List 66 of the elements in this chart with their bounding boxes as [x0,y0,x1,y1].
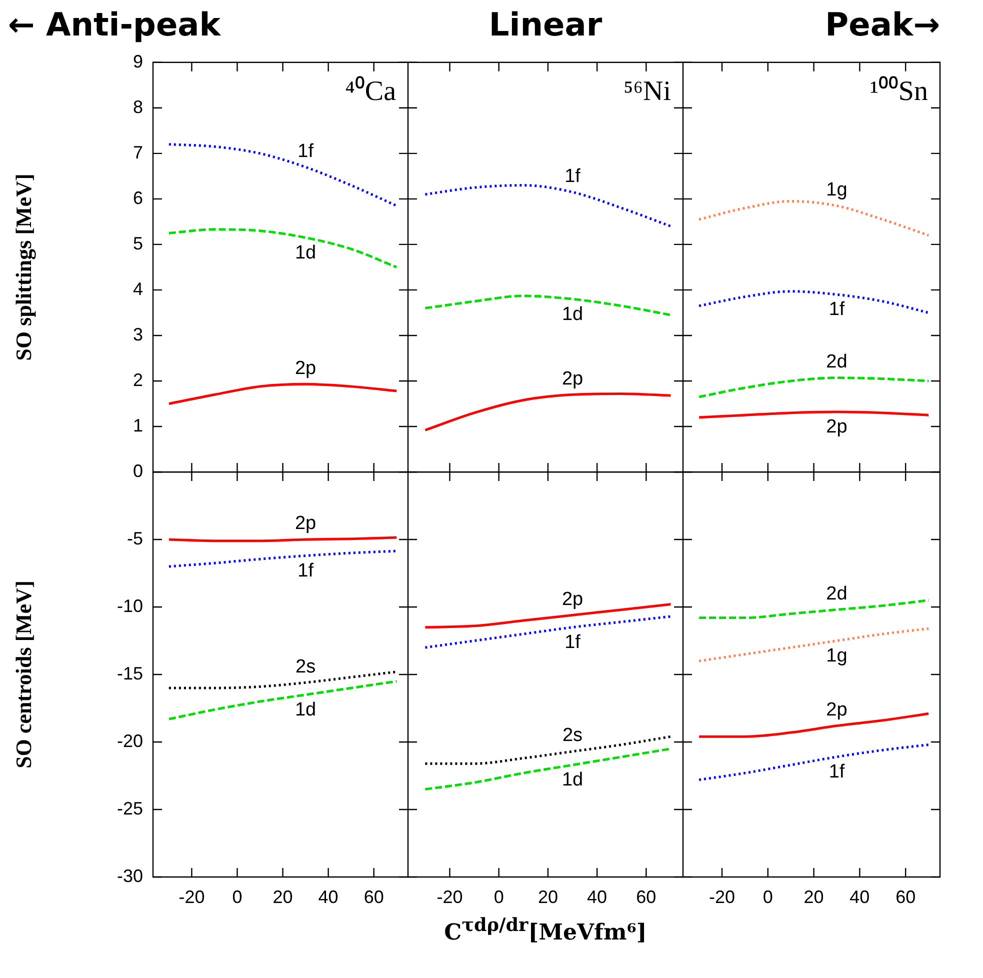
annotation: ⁵⁶Ni [623,76,672,107]
y-tick-label: 4 [132,278,143,299]
series-label: 1g [826,179,848,200]
y-tick-label: 7 [132,142,143,162]
x-tick-label: 0 [494,886,504,907]
y-tick-label: 1 [132,415,143,436]
series-label: 2p [826,416,848,438]
series-label: 1d [294,242,316,264]
x-tick-label: 40 [587,886,608,907]
x-tick-label: 0 [762,886,773,907]
y-axis-title: SO centroids [MeV] [10,580,36,768]
y-tick-label: 0 [132,460,143,481]
series-label: 2s [562,725,583,746]
series-label: 1f [564,166,582,187]
series-label: 2d [826,583,848,604]
series-label: 2p [562,368,584,390]
x-tick-label: 60 [364,886,384,907]
x-tick-label: 60 [636,886,656,907]
y-tick-label: -10 [116,596,143,616]
x-tick-label: 20 [804,886,824,907]
y-tick-label: 2 [132,370,143,390]
series-label: 2p [562,588,584,610]
x-tick-label: 0 [232,886,242,907]
series-label: 2p [294,513,316,534]
chart-title: ← Anti-peak [8,6,222,44]
x-tick-label: 60 [896,886,916,907]
x-tick-label: 20 [538,886,558,907]
line-series [168,228,398,268]
y-tick-label: -25 [116,798,143,818]
series-label: 1d [562,770,584,791]
y-tick-label: 5 [132,233,143,254]
y-tick-label: 6 [132,188,143,208]
annotation: ¹⁰⁰Sn [870,76,928,107]
series-label: 1f [298,140,314,162]
series-label: 1f [564,632,582,653]
line-series [168,143,398,208]
line-series [168,382,398,405]
series-label: 2p [826,700,848,721]
y-tick-label: -20 [116,730,143,751]
series-label: 1g [826,645,848,666]
series-label: 1f [828,299,846,320]
y-tick-label: -15 [116,663,143,684]
y-tick-label: 8 [132,96,143,117]
series-label: 2s [296,656,316,678]
x-tick-label: -20 [178,886,205,907]
chart-title: Linear [488,6,602,44]
annotation: ⁴⁰Ca [345,76,397,107]
y-axis-title: SO splittings [MeV] [10,174,36,361]
y-tick-label: -30 [116,866,143,886]
chart-title: Peak→ [825,6,940,44]
series-label: 1d [562,304,584,325]
y-tick-label: 3 [132,324,143,344]
x-tick-label: 40 [318,886,338,907]
series-label: 2p [294,358,316,379]
x-tick-label: -20 [436,886,463,907]
y-tick-label: -5 [126,528,143,548]
x-axis-title: C$^{τdρ/dr}$[MeVfm⁶] [443,915,648,946]
series-label: 2d [826,352,848,373]
x-tick-label: 40 [850,886,870,907]
series-label: 1f [298,560,314,582]
x-tick-label: 20 [272,886,293,907]
line-series [168,680,398,720]
series-label: 1d [294,699,316,720]
series-label: 1f [828,762,846,783]
x-tick-label: -20 [709,886,736,907]
y-tick-label: 9 [132,51,143,72]
